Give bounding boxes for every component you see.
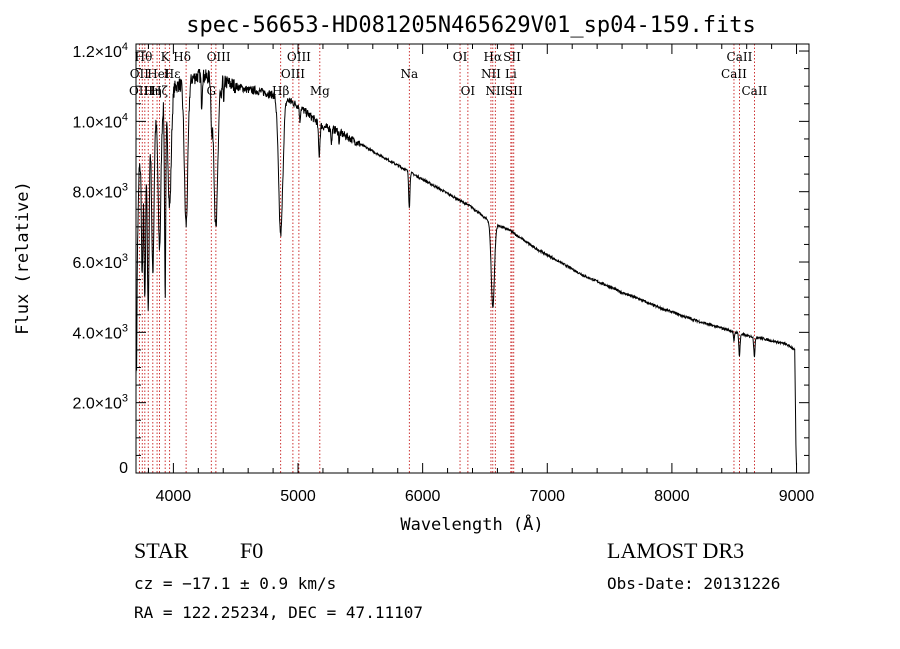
line-label: Hθ (135, 50, 153, 64)
y-tick-label: 0 (119, 460, 128, 477)
line-label: SII (503, 50, 521, 64)
line-label: OII (130, 67, 150, 81)
y-tick-label: 2.0×103 (72, 393, 128, 413)
line-label: Hζ (151, 84, 168, 98)
x-tick-label: 6000 (405, 488, 441, 505)
observation-date: Obs-Date: 20131226 (607, 574, 781, 593)
line-label: HeI (147, 67, 170, 81)
line-label: NII (481, 67, 501, 81)
y-tick-label: 4.0×103 (72, 322, 128, 342)
y-axis-label: Flux (relative) (13, 181, 33, 335)
y-axis: 0 2.0×103 4.0×103 6.0×103 8.0×103 1.0×104 1.2×… (72, 41, 809, 477)
line-label: Hβ (272, 84, 289, 98)
coordinates-text: RA = 122.25234, DEC = 47.11107 (134, 603, 423, 622)
line-label: OI (461, 84, 476, 98)
line-label: CaII (727, 50, 753, 64)
y-tick-label: 1.2×104 (72, 41, 128, 61)
line-label: Li (505, 67, 517, 81)
x-axis: 4000 5000 6000 7000 8000 9000 (147, 44, 815, 505)
line-label: Hη (144, 84, 162, 98)
survey-name: LAMOST DR3 (607, 538, 745, 563)
line-label: Mg (310, 84, 330, 98)
x-tick-label: 7000 (529, 488, 565, 505)
y-tick-label: 6.0×103 (72, 252, 128, 272)
line-label: Hε (164, 67, 181, 81)
x-tick-label: 5000 (280, 488, 316, 505)
line-label: Hα (484, 50, 503, 64)
line-label: Na (400, 67, 418, 81)
redshift-text: cz = −17.1 ± 0.9 km/s (134, 574, 337, 593)
line-label: SII (505, 84, 523, 98)
line-label: Hδ (173, 50, 191, 64)
y-tick-label: 8.0×103 (72, 182, 128, 202)
line-label: OIII (281, 67, 305, 81)
line-marker-group (138, 44, 755, 473)
line-label: OI (453, 50, 468, 64)
x-tick-label: 8000 (654, 488, 690, 505)
y-tick-label: 1.0×104 (72, 111, 128, 131)
spectral-subclass: F0 (240, 538, 264, 563)
x-tick-label: 9000 (779, 488, 815, 505)
line-label: OIII (129, 84, 153, 98)
object-class: STAR (134, 538, 189, 563)
line-label: OIII (287, 50, 311, 64)
chart-title: spec-56653-HD081205N465629V01_sp04-159.f… (186, 13, 756, 38)
line-label: G (206, 84, 216, 98)
plot-frame (135, 43, 810, 474)
x-tick-label: 4000 (156, 488, 192, 505)
line-label: CaII (741, 84, 767, 98)
line-label: OIII (207, 50, 231, 64)
line-label: CaII (721, 67, 747, 81)
x-axis-label: Wavelength (Å) (400, 513, 543, 535)
line-label: NII (485, 84, 505, 98)
spectrum-line (135, 68, 797, 466)
line-label: K (161, 50, 171, 64)
